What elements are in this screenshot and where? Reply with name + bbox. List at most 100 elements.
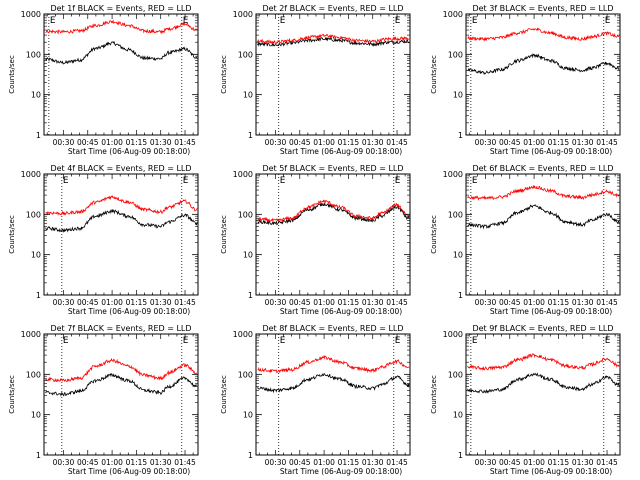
y-tick-label: 10 <box>243 251 253 260</box>
y-tick-label: 1000 <box>443 330 463 339</box>
y-axis-label: Counts/sec <box>8 215 16 254</box>
time-marker-label: E <box>63 336 69 346</box>
chart-panel-5: Det 5f BLACK = Events, RED = LLD E E 1 10 100… <box>220 164 411 316</box>
x-tick-label: 00:45 <box>289 298 311 307</box>
chart-panel-7: Det 7f BLACK = Events, RED = LLD E E 1 10 100… <box>8 324 199 476</box>
x-tick-label: 01:45 <box>386 298 408 307</box>
y-tick-label: 100 <box>26 50 41 59</box>
y-axis-label: Counts/sec <box>8 375 16 414</box>
x-tick-label: 01:00 <box>313 298 335 307</box>
time-marker-label: E <box>50 16 56 26</box>
time-marker-label: E <box>472 176 478 186</box>
lld-series-line <box>467 27 620 43</box>
y-axis-label: Counts/sec <box>430 375 438 414</box>
x-tick-label: 01:30 <box>572 458 594 467</box>
y-tick-label: 10 <box>453 411 463 420</box>
y-tick-label: 1000 <box>443 10 463 19</box>
plot-frame <box>255 13 411 136</box>
x-tick-label: 01:15 <box>338 298 360 307</box>
x-tick-label: 00:30 <box>53 458 75 467</box>
y-tick-label: 1000 <box>233 330 253 339</box>
y-tick-label: 10 <box>31 411 41 420</box>
x-tick-label: 01:30 <box>362 458 384 467</box>
x-tick-label: 01:00 <box>523 458 545 467</box>
chart-title: Det 9f BLACK = Events, RED = LLD <box>472 324 613 333</box>
x-tick-label: 01:15 <box>338 458 360 467</box>
x-tick-label: 01:15 <box>548 458 570 467</box>
x-tick-label: 00:45 <box>289 138 311 147</box>
x-tick-label: 00:30 <box>475 298 497 307</box>
x-tick-label: 01:15 <box>126 458 148 467</box>
y-tick-label: 1000 <box>21 170 41 179</box>
y-axis-label: Counts/sec <box>220 215 228 254</box>
x-tick-label: 01:30 <box>362 298 384 307</box>
y-axis-label: Counts/sec <box>430 215 438 254</box>
chart-title: Det 7f BLACK = Events, RED = LLD <box>50 324 191 333</box>
x-tick-label: 00:45 <box>289 458 311 467</box>
plot-frame <box>465 13 621 136</box>
x-tick-label: 01:30 <box>362 138 384 147</box>
x-axis-label: Start Time (06-Aug-09 00:18:00) <box>68 467 190 476</box>
y-tick-label: 10 <box>243 91 253 100</box>
x-tick-label: 01:45 <box>596 298 618 307</box>
y-tick-label: 1000 <box>21 330 41 339</box>
x-tick-label: 01:45 <box>596 458 618 467</box>
x-tick-label: 01:00 <box>101 138 123 147</box>
x-tick-label: 01:45 <box>174 458 196 467</box>
y-tick-label: 100 <box>238 210 253 219</box>
x-tick-label: 00:45 <box>77 298 99 307</box>
events-series-line <box>467 204 620 230</box>
y-tick-label: 1 <box>248 451 253 460</box>
events-series-line <box>257 201 410 226</box>
x-tick-label: 00:30 <box>265 458 287 467</box>
chart-title: Det 5f BLACK = Events, RED = LLD <box>262 164 403 173</box>
lld-series-line <box>45 357 198 383</box>
y-axis-label: Counts/sec <box>430 55 438 94</box>
x-tick-label: 01:15 <box>126 298 148 307</box>
x-axis-label: Start Time (06-Aug-09 00:18:00) <box>490 307 612 316</box>
y-tick-label: 100 <box>448 210 463 219</box>
x-tick-label: 00:45 <box>499 458 521 467</box>
chart-title: Det 3f BLACK = Events, RED = LLD <box>472 4 613 13</box>
events-series-line <box>257 373 410 394</box>
y-tick-label: 1000 <box>233 170 253 179</box>
lld-series-line <box>257 33 410 45</box>
time-marker-label: E <box>472 336 478 346</box>
plot-frame <box>43 13 199 136</box>
x-tick-label: 01:00 <box>101 298 123 307</box>
chart-panel-6: Det 6f BLACK = Events, RED = LLD E E 1 10 100… <box>430 164 621 316</box>
x-tick-label: 01:15 <box>548 298 570 307</box>
events-series-line <box>45 372 198 397</box>
y-tick-label: 100 <box>26 210 41 219</box>
x-tick-label: 01:45 <box>174 138 196 147</box>
x-tick-label: 01:00 <box>523 298 545 307</box>
chart-title: Det 8f BLACK = Events, RED = LLD <box>262 324 403 333</box>
x-tick-label: 01:00 <box>313 138 335 147</box>
time-marker-label: E <box>472 16 478 26</box>
y-tick-label: 1 <box>36 131 41 140</box>
x-axis-label: Start Time (06-Aug-09 00:18:00) <box>68 307 190 316</box>
x-tick-label: 00:30 <box>53 138 75 147</box>
chart-title: Det 1f BLACK = Events, RED = LLD <box>50 4 191 13</box>
lld-series-line <box>467 185 620 201</box>
x-tick-label: 01:30 <box>150 138 172 147</box>
time-marker-label: E <box>395 336 401 346</box>
x-tick-label: 01:45 <box>596 138 618 147</box>
lld-series-line <box>467 353 620 371</box>
x-tick-label: 01:45 <box>386 138 408 147</box>
y-tick-label: 1 <box>36 451 41 460</box>
y-tick-label: 100 <box>238 50 253 59</box>
y-tick-label: 100 <box>448 50 463 59</box>
x-tick-label: 01:00 <box>313 458 335 467</box>
x-axis-label: Start Time (06-Aug-09 00:18:00) <box>280 467 402 476</box>
y-tick-label: 1 <box>248 291 253 300</box>
x-tick-label: 00:30 <box>475 458 497 467</box>
y-tick-label: 1 <box>458 451 463 460</box>
events-series-line <box>257 36 410 47</box>
x-tick-label: 00:45 <box>499 138 521 147</box>
events-series-line <box>45 208 198 233</box>
y-tick-label: 1000 <box>443 170 463 179</box>
events-series-line <box>467 53 620 75</box>
x-tick-label: 00:30 <box>475 138 497 147</box>
